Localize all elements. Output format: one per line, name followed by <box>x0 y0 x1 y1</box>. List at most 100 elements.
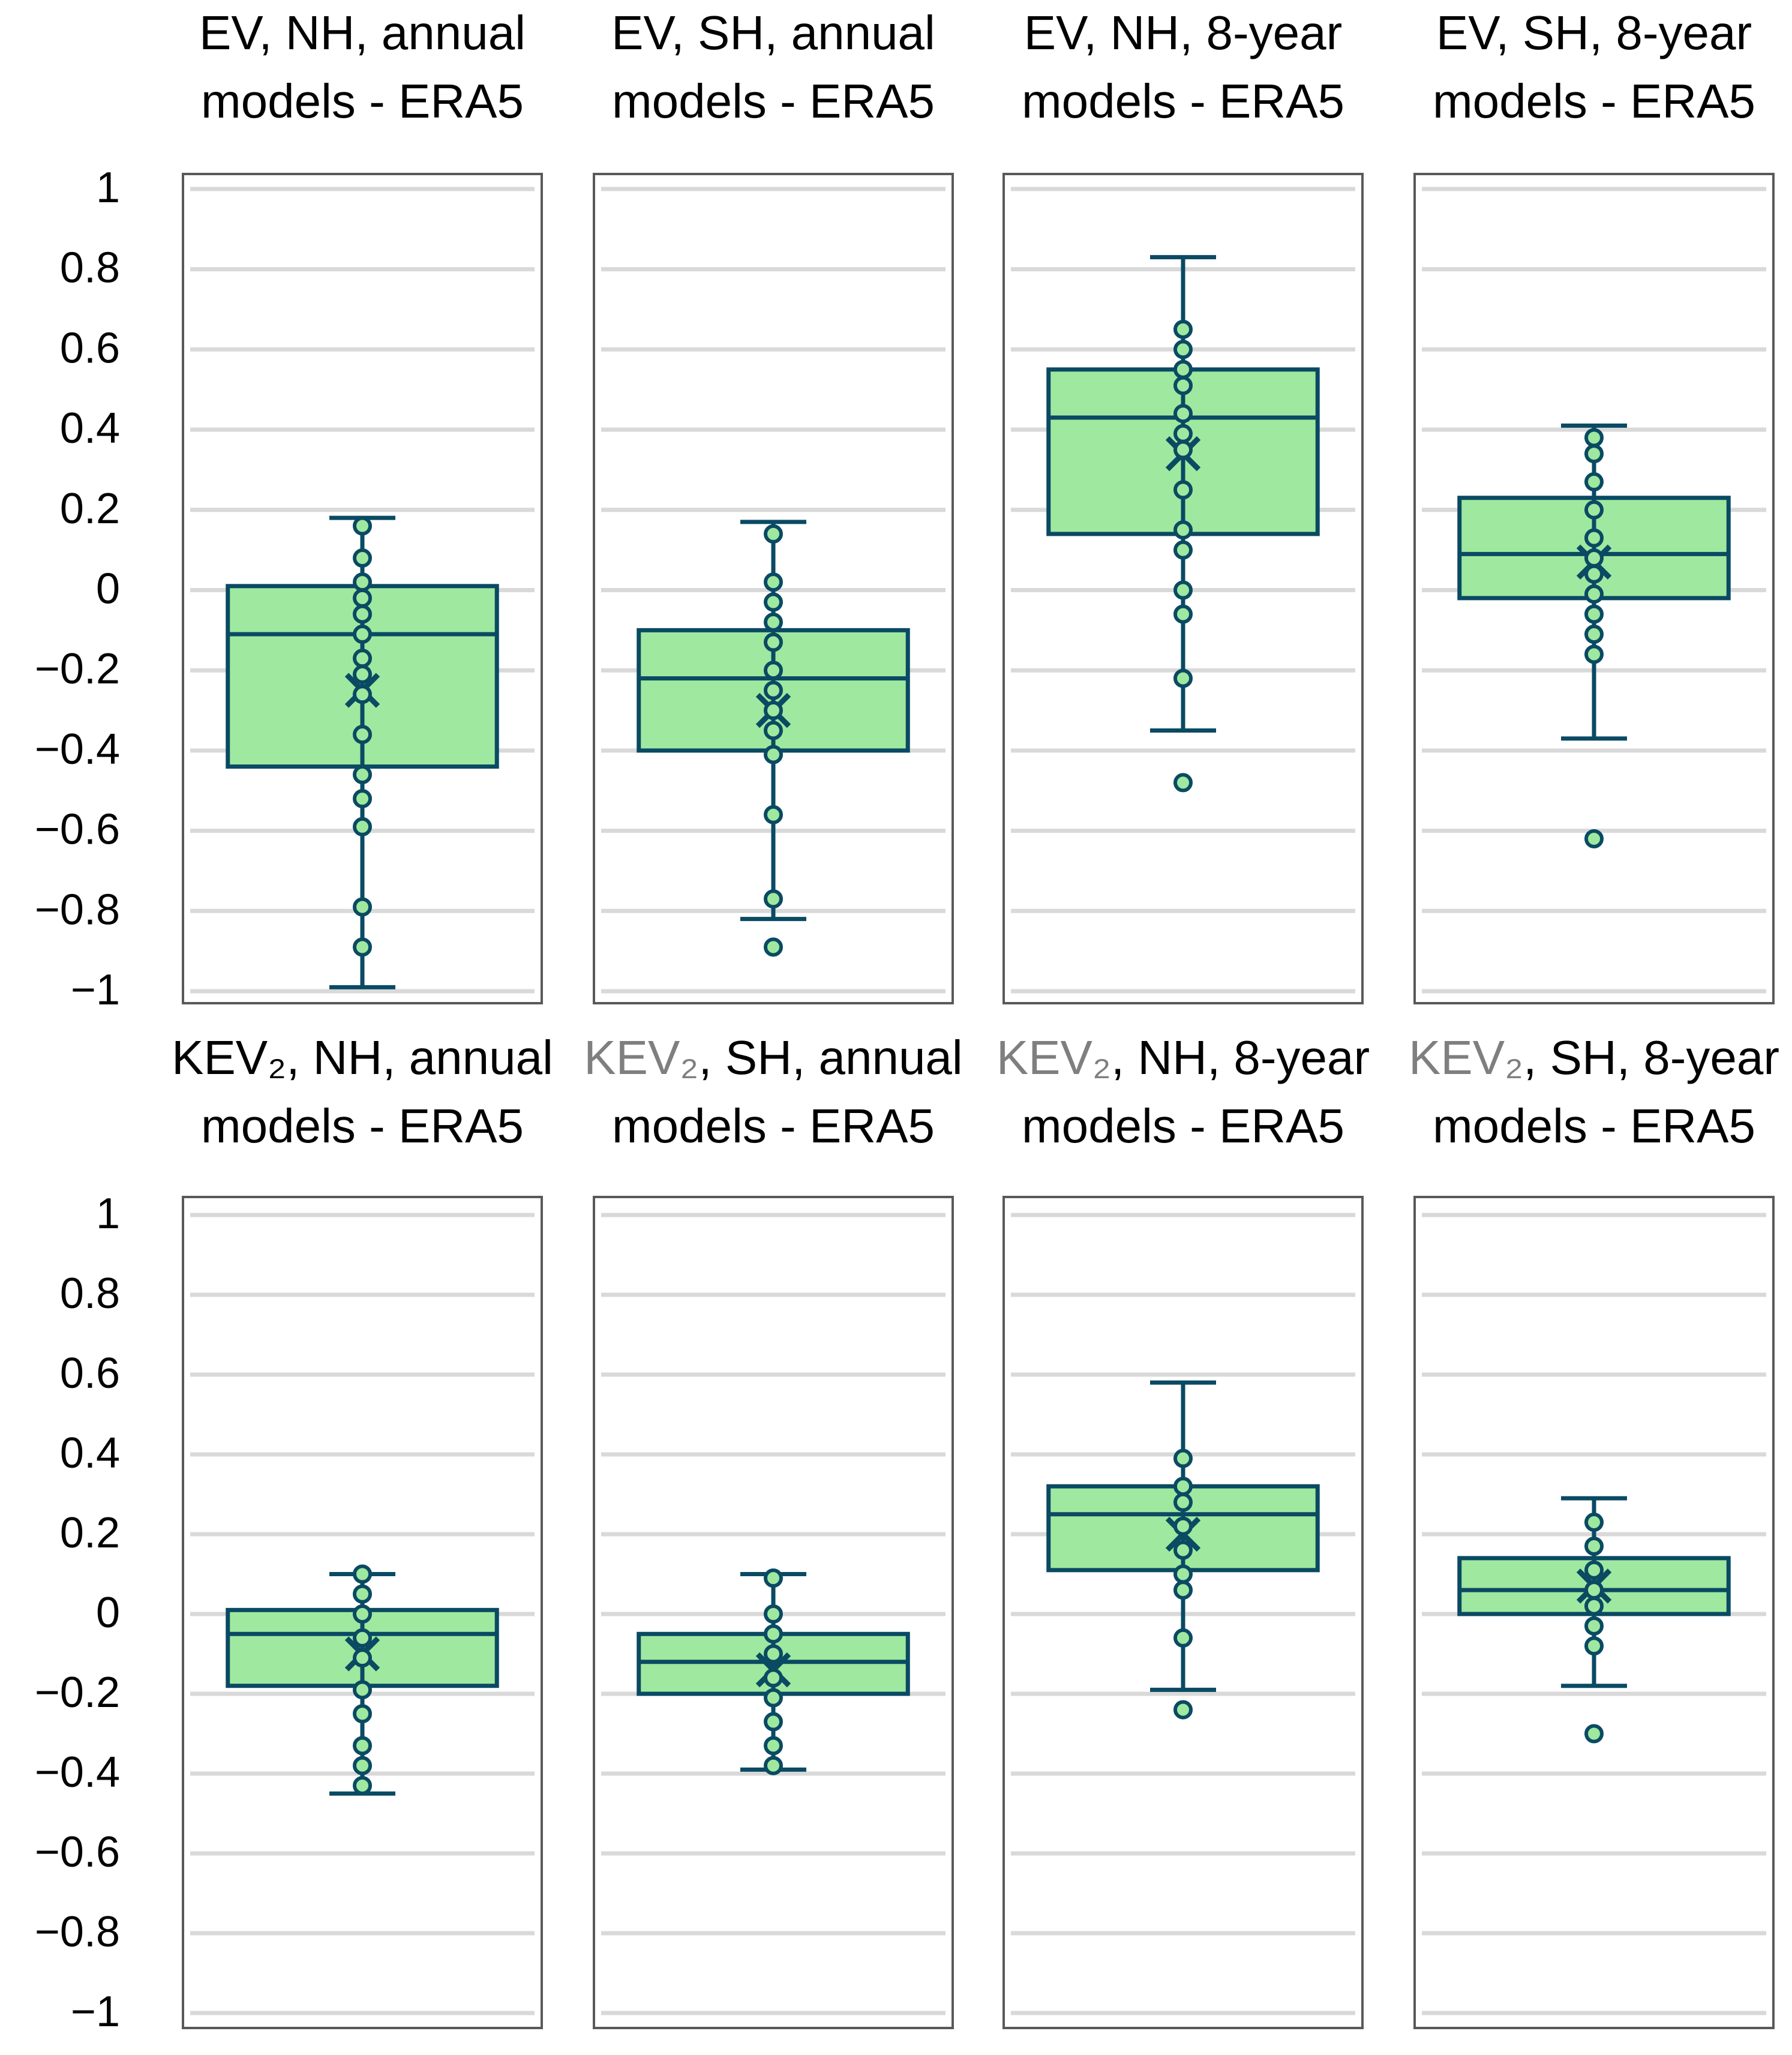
data-point <box>764 1712 783 1732</box>
data-point <box>353 897 372 917</box>
panel-title-line2: models - ERA5 <box>1022 74 1344 128</box>
data-point <box>1173 773 1193 793</box>
panel-title-line1: EV, SH, annual <box>611 6 935 59</box>
data-point <box>353 789 372 809</box>
y-tick-label: 1 <box>96 164 120 212</box>
data-point <box>764 1568 783 1588</box>
data-point <box>353 1736 372 1756</box>
y-tick-label: −0.8 <box>35 886 120 934</box>
data-point <box>353 572 372 592</box>
data-point <box>1173 404 1193 424</box>
data-point <box>764 1756 783 1775</box>
panel-8: KEV₂, SH, 8-year models - ERA5 <box>1409 1031 1779 2029</box>
data-point <box>764 721 783 740</box>
panel-3: EV, NH, 8-year models - ERA5 <box>1002 6 1364 1004</box>
data-point <box>1173 668 1193 688</box>
panel-title-line1: KEV₂, NH, annual <box>172 1031 553 1084</box>
y-tick-label: −0.6 <box>35 806 120 854</box>
y-tick-label: −1 <box>71 1988 120 2036</box>
y-tick-label: 0 <box>96 565 120 613</box>
y-tick-label: 0.2 <box>60 485 120 533</box>
data-point <box>353 649 372 668</box>
panel-title-line2: models - ERA5 <box>1433 1099 1755 1153</box>
panel-6: KEV₂, SH, annual models - ERA5 <box>584 1031 963 2029</box>
data-point <box>353 604 372 624</box>
data-point <box>1173 1477 1193 1496</box>
data-point <box>1584 444 1604 464</box>
data-point <box>764 745 783 764</box>
panel-5: KEV₂, NH, annual models - ERA5 <box>172 1031 553 2029</box>
data-point <box>353 725 372 745</box>
data-point <box>353 937 372 957</box>
y-tick-label: 0.8 <box>60 1270 120 1318</box>
data-point <box>1584 1636 1604 1656</box>
y-tick-label: 0.4 <box>60 404 120 452</box>
data-point <box>1584 829 1604 848</box>
data-point <box>764 889 783 909</box>
panel-title-line2: models - ERA5 <box>201 74 524 128</box>
data-point <box>1173 1564 1193 1584</box>
data-point <box>764 1688 783 1708</box>
panel-title-line2: models - ERA5 <box>612 74 935 128</box>
panel-title-line1: KEV₂, SH, annual <box>584 1031 962 1084</box>
data-point <box>1584 548 1604 568</box>
data-point <box>764 612 783 632</box>
data-point <box>1584 528 1604 548</box>
y-tick-label: 0.6 <box>60 324 120 372</box>
data-point <box>353 1604 372 1624</box>
data-point <box>1584 1724 1604 1744</box>
panel-title-line2: models - ERA5 <box>1022 1099 1344 1153</box>
data-point <box>353 817 372 836</box>
data-point <box>764 701 783 721</box>
data-point <box>1173 604 1193 624</box>
panel-title-line1: EV, NH, 8-year <box>1024 6 1343 59</box>
data-point <box>764 632 783 652</box>
data-point <box>1584 584 1604 604</box>
y-tick-label: −0.8 <box>35 1908 120 1956</box>
y-tick-label: 0.4 <box>60 1429 120 1477</box>
data-point <box>764 661 783 680</box>
data-point <box>353 1704 372 1724</box>
data-point <box>1173 1492 1193 1512</box>
panel-title-line1: EV, NH, annual <box>199 6 526 59</box>
data-point <box>1173 520 1193 540</box>
data-point <box>1584 1580 1604 1600</box>
data-point <box>764 937 783 957</box>
data-point <box>764 1624 783 1644</box>
data-point <box>1173 480 1193 500</box>
data-point <box>1584 625 1604 644</box>
data-point <box>353 548 372 568</box>
panel-1: EV, NH, annual models - ERA5 <box>182 6 543 1004</box>
data-point <box>1173 376 1193 395</box>
y-tick-label: −0.2 <box>35 1669 120 1717</box>
data-point <box>764 524 783 544</box>
y-tick-label: 0.2 <box>60 1509 120 1557</box>
panel-title-line2: models - ERA5 <box>201 1099 524 1153</box>
y-tick-label: −0.4 <box>35 725 120 773</box>
y-tick-label: 0.6 <box>60 1349 120 1397</box>
data-point <box>1173 580 1193 600</box>
data-point <box>1584 604 1604 624</box>
y-tick-label: 0 <box>96 1589 120 1637</box>
data-point <box>353 516 372 536</box>
data-point <box>353 765 372 785</box>
data-point <box>764 1668 783 1688</box>
data-point <box>1173 340 1193 359</box>
data-point <box>764 592 783 612</box>
data-point <box>1584 1536 1604 1556</box>
data-point <box>764 1644 783 1664</box>
data-point <box>353 588 372 608</box>
data-point <box>353 1680 372 1700</box>
data-point <box>1584 428 1604 448</box>
data-point <box>1584 564 1604 584</box>
y-tick-label: 0.8 <box>60 244 120 292</box>
data-point <box>1173 424 1193 443</box>
y-tick-label: −0.2 <box>35 645 120 693</box>
data-point <box>764 572 783 592</box>
data-point <box>1173 1628 1193 1648</box>
data-point <box>1173 540 1193 560</box>
panel-title-line1: KEV₂, NH, 8-year <box>996 1031 1370 1084</box>
data-point <box>1173 319 1193 339</box>
data-point <box>1584 472 1604 492</box>
